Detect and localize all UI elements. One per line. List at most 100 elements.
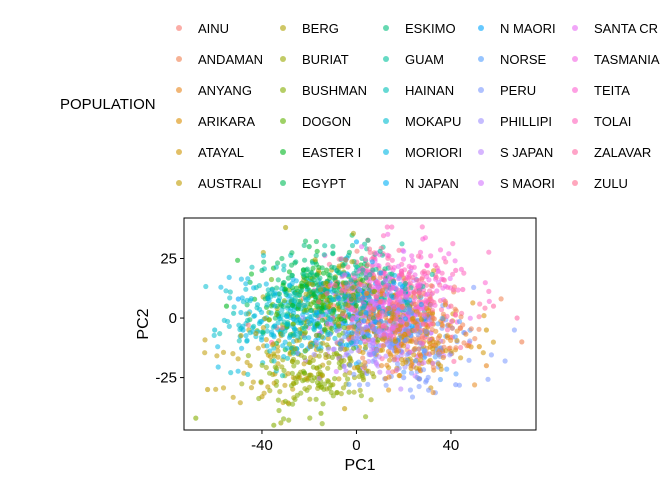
- legend-key-dot: [572, 87, 578, 93]
- data-point: [402, 316, 408, 322]
- data-point: [438, 363, 444, 369]
- data-point: [439, 270, 445, 276]
- data-point: [399, 304, 405, 311]
- legend-key-dot: [478, 25, 484, 31]
- x-tick-label: 0: [352, 437, 360, 454]
- data-point: [277, 389, 283, 395]
- data-point: [289, 250, 295, 256]
- data-point: [384, 252, 391, 258]
- data-point: [348, 340, 354, 346]
- data-point: [428, 253, 434, 259]
- data-point: [286, 335, 293, 341]
- data-point: [245, 371, 251, 377]
- data-point: [321, 252, 327, 258]
- data-point: [463, 331, 469, 337]
- data-point: [483, 327, 489, 333]
- data-point: [328, 308, 334, 314]
- data-point: [244, 302, 250, 308]
- data-point: [366, 304, 372, 310]
- data-point: [466, 343, 472, 349]
- data-point: [415, 253, 422, 259]
- data-point: [345, 272, 351, 278]
- data-point: [376, 263, 382, 269]
- data-point: [325, 303, 331, 309]
- legend-item: S MAORI: [478, 174, 555, 192]
- data-point: [472, 382, 478, 388]
- data-point: [426, 277, 432, 283]
- data-point: [408, 363, 414, 369]
- data-point: [429, 271, 435, 277]
- data-point: [279, 373, 286, 379]
- data-point: [365, 368, 371, 374]
- data-point: [313, 396, 319, 402]
- data-point: [230, 394, 236, 400]
- data-point: [485, 376, 491, 382]
- legend-item: ESKIMO: [383, 19, 456, 37]
- data-point: [394, 361, 401, 367]
- data-point: [409, 253, 415, 259]
- data-point: [452, 258, 458, 264]
- data-point: [291, 395, 297, 401]
- data-point: [349, 330, 355, 336]
- data-point: [271, 422, 277, 428]
- data-point: [449, 325, 455, 331]
- data-point: [341, 325, 347, 331]
- legend-item: BUSHMAN: [280, 81, 367, 99]
- data-point: [349, 317, 355, 323]
- data-point: [399, 299, 405, 305]
- data-point: [477, 301, 483, 307]
- data-point: [239, 295, 245, 301]
- data-point: [307, 359, 313, 366]
- data-point: [482, 305, 488, 311]
- data-point: [460, 286, 466, 293]
- data-point: [403, 359, 409, 365]
- data-point: [399, 356, 405, 363]
- legend-item: ATAYAL: [176, 143, 244, 161]
- data-point: [261, 259, 267, 265]
- data-point: [223, 288, 229, 294]
- data-point: [389, 310, 395, 316]
- data-point: [362, 345, 369, 351]
- legend-label: EASTER I: [302, 144, 362, 160]
- data-point: [281, 298, 287, 304]
- data-point: [418, 340, 424, 346]
- y-axis-label: PC2: [135, 308, 152, 339]
- data-point: [286, 269, 292, 275]
- data-point: [365, 237, 371, 243]
- data-point: [444, 313, 450, 319]
- data-point: [259, 362, 265, 368]
- data-point: [253, 330, 259, 337]
- data-point: [439, 321, 445, 327]
- data-point: [356, 359, 362, 365]
- data-point: [448, 337, 454, 343]
- data-point: [259, 309, 265, 315]
- x-tick-label: 40: [443, 437, 460, 454]
- data-point: [307, 272, 313, 278]
- data-point: [318, 384, 324, 390]
- data-point: [341, 363, 347, 369]
- data-point: [289, 273, 295, 279]
- data-point: [400, 256, 407, 262]
- data-point: [391, 304, 397, 310]
- data-point: [359, 330, 365, 336]
- data-point: [280, 332, 286, 338]
- data-point: [328, 389, 334, 395]
- data-point: [377, 333, 383, 339]
- data-point: [430, 364, 436, 370]
- data-point: [324, 290, 330, 296]
- data-point: [332, 282, 338, 289]
- data-point: [375, 279, 381, 286]
- data-point: [394, 367, 400, 373]
- data-point: [458, 355, 464, 361]
- data-point: [442, 298, 448, 304]
- legend-item: AINU: [176, 19, 229, 37]
- data-point: [283, 291, 289, 298]
- data-point: [412, 295, 418, 301]
- data-point: [302, 238, 309, 244]
- data-point: [338, 256, 344, 262]
- data-point: [382, 271, 388, 277]
- data-point: [269, 329, 275, 335]
- data-point: [377, 369, 383, 375]
- data-point: [451, 358, 457, 364]
- data-point: [235, 296, 241, 302]
